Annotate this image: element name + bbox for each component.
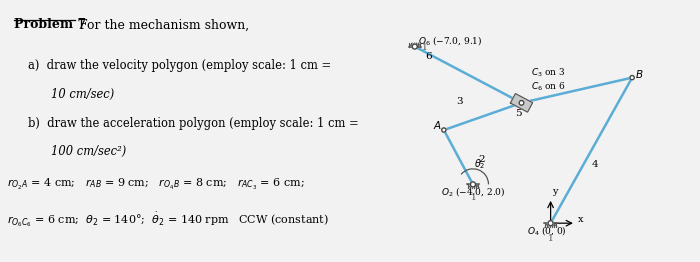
Circle shape bbox=[548, 221, 553, 226]
Text: x: x bbox=[578, 215, 584, 224]
Text: $\theta_2$: $\theta_2$ bbox=[474, 157, 486, 171]
Text: b)  draw the acceleration polygon (employ scale: 1 cm =: b) draw the acceleration polygon (employ… bbox=[28, 117, 358, 130]
Text: y: y bbox=[552, 187, 558, 196]
Text: 3: 3 bbox=[456, 97, 463, 106]
Polygon shape bbox=[510, 94, 533, 112]
Text: 6: 6 bbox=[426, 52, 432, 61]
Circle shape bbox=[630, 75, 634, 80]
Text: Problem 7: Problem 7 bbox=[14, 18, 86, 31]
Circle shape bbox=[470, 182, 475, 187]
Text: $O_2$ (−4.0, 2.0): $O_2$ (−4.0, 2.0) bbox=[441, 184, 505, 198]
Text: a)  draw the velocity polygon (employ scale: 1 cm =: a) draw the velocity polygon (employ sca… bbox=[28, 59, 331, 72]
Text: $r_{O_6C_6}$ = 6 cm;  $\theta_2$ = 140°;  $\dot{\theta}_2$ = 140 rpm   CCW (cons: $r_{O_6C_6}$ = 6 cm; $\theta_2$ = 140°; … bbox=[7, 211, 329, 229]
Text: 4: 4 bbox=[592, 160, 598, 169]
Text: 100 cm/sec²): 100 cm/sec²) bbox=[50, 145, 126, 159]
Circle shape bbox=[442, 128, 446, 132]
Text: $O_4$ (0, 0): $O_4$ (0, 0) bbox=[527, 224, 567, 237]
Text: $r_{O_2A}$ = 4 cm;   $r_{AB}$ = 9 cm;   $r_{O_4B}$ = 8 cm;   $r_{AC_3}$ = 6 cm;: $r_{O_2A}$ = 4 cm; $r_{AB}$ = 9 cm; $r_{… bbox=[7, 177, 304, 192]
Text: $B$: $B$ bbox=[635, 68, 643, 80]
Text: $O_6$ (−7.0, 9.1): $O_6$ (−7.0, 9.1) bbox=[419, 34, 483, 47]
Circle shape bbox=[519, 101, 524, 105]
Text: 5: 5 bbox=[514, 110, 522, 118]
Text: $A$: $A$ bbox=[433, 119, 442, 131]
Text: For the mechanism shown,: For the mechanism shown, bbox=[78, 18, 249, 31]
Circle shape bbox=[412, 44, 417, 49]
Text: $C_3$ on 3
$C_6$ on 6: $C_3$ on 3 $C_6$ on 6 bbox=[531, 66, 566, 93]
Text: 2: 2 bbox=[478, 155, 485, 164]
Text: 1: 1 bbox=[422, 43, 428, 52]
Text: 1: 1 bbox=[548, 234, 554, 243]
Text: 10 cm/sec): 10 cm/sec) bbox=[50, 88, 114, 101]
Text: 1: 1 bbox=[470, 193, 477, 202]
